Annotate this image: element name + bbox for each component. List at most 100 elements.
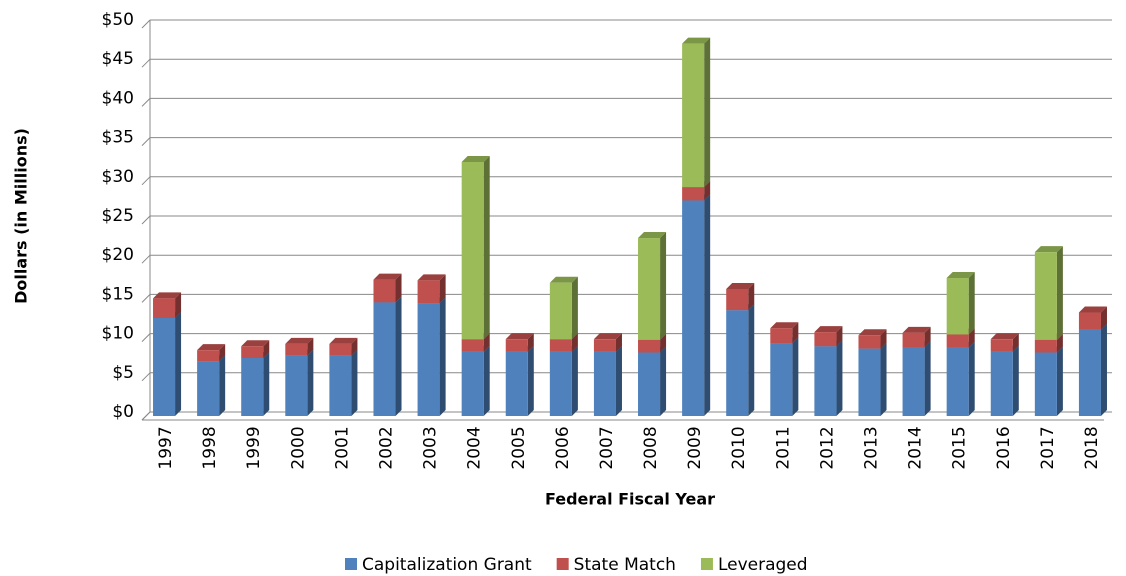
bar-top xyxy=(682,37,711,44)
bar-side xyxy=(748,282,755,311)
bar-side xyxy=(660,333,667,353)
bar-side xyxy=(483,345,490,416)
bar xyxy=(902,332,925,348)
bar-top xyxy=(285,337,314,344)
x-tick-label: 2018 xyxy=(1082,426,1102,469)
bar xyxy=(814,332,837,347)
x-axis-title: Federal Fiscal Year xyxy=(545,490,715,509)
y-tick-label: $40 xyxy=(102,88,134,108)
bar xyxy=(858,335,881,349)
bar-side xyxy=(483,155,490,340)
bar xyxy=(549,351,572,416)
x-tick-label: 2008 xyxy=(641,426,661,469)
bar-side xyxy=(263,340,270,358)
bar xyxy=(946,334,969,348)
x-tick-label: 2000 xyxy=(288,426,308,469)
x-tick-label: 2013 xyxy=(862,426,882,469)
x-tick-label: 1998 xyxy=(200,426,220,469)
bar-side xyxy=(307,337,314,356)
bar xyxy=(197,350,220,362)
bar xyxy=(549,282,572,340)
bar xyxy=(153,298,176,318)
x-tick-label: 2017 xyxy=(1038,426,1058,469)
bar-top xyxy=(726,282,755,289)
bar xyxy=(593,339,616,352)
bar xyxy=(638,238,661,340)
bar xyxy=(682,43,705,188)
y-tick-label: $50 xyxy=(102,10,134,30)
bar-side xyxy=(968,328,975,348)
bar xyxy=(638,352,661,416)
bar-side xyxy=(1056,246,1063,340)
bar-side xyxy=(660,232,667,340)
x-tick-label: 2004 xyxy=(465,426,485,469)
bar xyxy=(726,288,749,311)
bar xyxy=(329,343,352,356)
x-tick-label: 2001 xyxy=(332,426,352,469)
legend-label: Capitalization Grant xyxy=(362,555,532,575)
bar-top xyxy=(990,333,1019,340)
bar-side xyxy=(748,304,755,416)
y-axis-title: Dollars (in Millions) xyxy=(12,128,31,304)
x-tick-label: 2014 xyxy=(906,426,926,469)
bar-side xyxy=(615,333,622,352)
grid-line-depth xyxy=(141,58,151,68)
bar xyxy=(153,318,176,416)
bar-side xyxy=(924,341,931,416)
bar-side xyxy=(836,326,843,347)
bar xyxy=(417,280,440,304)
grid-line-depth xyxy=(141,411,151,421)
bar-top xyxy=(638,232,667,239)
bar-top xyxy=(417,274,446,281)
grid-line-depth xyxy=(141,333,151,342)
bar-top xyxy=(593,333,622,340)
bar-side xyxy=(792,337,799,416)
grid-line-depth xyxy=(141,19,151,29)
bar-side xyxy=(880,329,887,349)
grid-line-depth xyxy=(141,215,151,225)
bar xyxy=(505,339,528,352)
bar xyxy=(461,161,484,340)
y-tick-label: $0 xyxy=(112,402,134,422)
bar xyxy=(946,347,969,416)
bar xyxy=(1034,339,1057,353)
bar-side xyxy=(219,355,226,416)
bar-top xyxy=(153,292,182,299)
bar-side xyxy=(704,181,711,201)
bar-side xyxy=(704,194,711,416)
y-tick-label: $30 xyxy=(102,167,134,187)
bar xyxy=(417,303,440,416)
y-tick-label: $15 xyxy=(102,284,134,304)
bar-side xyxy=(175,312,182,416)
bar-side xyxy=(307,349,314,416)
bar-side xyxy=(527,345,534,416)
bar xyxy=(990,351,1013,416)
y-tick-label: $35 xyxy=(102,128,134,148)
bar-side xyxy=(968,341,975,416)
bar xyxy=(329,355,352,416)
bar xyxy=(593,351,616,416)
bar-side xyxy=(880,342,887,416)
bar xyxy=(858,348,881,416)
x-tick-label: 2010 xyxy=(729,426,749,469)
bar-side xyxy=(924,326,931,348)
bar-side xyxy=(1056,346,1063,416)
bar-side xyxy=(395,273,402,303)
bar xyxy=(770,328,793,344)
x-tick-label: 2002 xyxy=(377,426,397,469)
bar xyxy=(285,343,308,356)
x-tick-label: 2015 xyxy=(950,426,970,469)
bar xyxy=(197,361,220,416)
bar xyxy=(990,339,1013,352)
x-tick-label: 1997 xyxy=(156,426,176,469)
y-tick-label: $10 xyxy=(102,324,134,344)
bar xyxy=(770,343,793,416)
bar xyxy=(241,346,264,358)
bar-side xyxy=(571,276,578,340)
bar-side xyxy=(968,272,975,335)
bar-side xyxy=(1100,323,1107,416)
bar-side xyxy=(704,37,711,188)
bar xyxy=(682,200,705,416)
bar xyxy=(638,339,661,353)
bar-side xyxy=(1100,306,1107,330)
